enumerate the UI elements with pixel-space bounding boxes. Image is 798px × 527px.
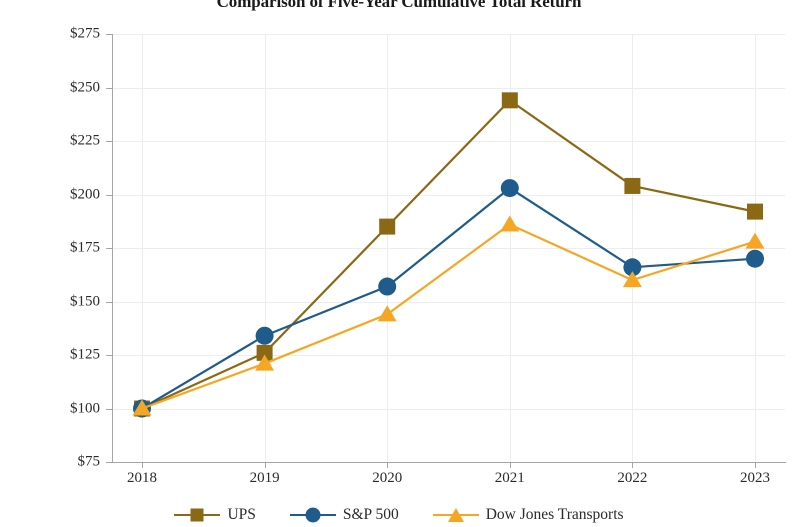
- legend-label: Dow Jones Transports: [485, 506, 624, 523]
- data-point-marker: [255, 326, 274, 345]
- y-axis-tick: [106, 194, 112, 196]
- circle-marker-icon: [305, 507, 321, 523]
- square-marker-icon: [190, 508, 204, 522]
- legend-label: UPS: [227, 506, 256, 523]
- x-axis-tick: [632, 462, 634, 468]
- x-axis-tick-label: 2023: [740, 470, 770, 486]
- triangle-marker-icon: [447, 508, 464, 522]
- gridline-horizontal: [112, 301, 785, 303]
- gridline-horizontal: [112, 34, 785, 35]
- gridline-vertical: [264, 34, 266, 462]
- x-axis-tick-label: 2021: [494, 470, 525, 486]
- y-axis-line: [112, 34, 113, 463]
- gridline-horizontal: [112, 194, 785, 196]
- legend-label: S&P 500: [342, 506, 399, 523]
- x-axis-tick: [142, 462, 143, 468]
- y-axis-tick-label: $275: [70, 25, 100, 42]
- gridline-horizontal: [112, 141, 785, 142]
- gridline-vertical: [142, 34, 143, 462]
- data-point-marker: [745, 232, 765, 249]
- x-axis-tick: [387, 462, 389, 468]
- series-s-p-500: [133, 179, 764, 418]
- y-axis-tick-label: $125: [70, 346, 100, 363]
- data-point-marker: [747, 203, 763, 220]
- data-point-marker: [379, 218, 396, 235]
- x-axis-tick: [755, 462, 756, 468]
- y-axis-tick: [106, 248, 112, 249]
- gridline-vertical: [387, 34, 389, 462]
- y-axis-tick-label: $150: [70, 293, 100, 309]
- data-point-marker: [624, 177, 641, 194]
- series-ups: [134, 92, 763, 417]
- y-axis-tick-label: $75: [77, 453, 101, 470]
- data-point-marker: [623, 258, 642, 277]
- y-axis-tick-label: $225: [70, 132, 100, 149]
- data-point-marker: [256, 344, 273, 361]
- x-axis-tick-label: 2020: [372, 470, 403, 486]
- y-axis-tick: [106, 301, 112, 303]
- legend-entry[interactable]: UPS: [174, 506, 256, 524]
- y-axis-tick: [106, 355, 112, 356]
- x-axis-tick: [509, 462, 511, 468]
- y-axis-tick-label: $200: [70, 186, 100, 202]
- legend-entry[interactable]: S&P 500: [289, 506, 399, 524]
- legend-swatch: [174, 506, 221, 524]
- gridline-horizontal: [112, 355, 785, 356]
- series-line: [141, 99, 756, 410]
- data-point-marker: [622, 271, 642, 288]
- legend-swatch: [289, 506, 336, 524]
- x-axis-tick-label: 2019: [249, 470, 280, 486]
- gridline-vertical: [632, 34, 634, 462]
- data-point-marker: [378, 277, 397, 296]
- y-axis-tick-label: $250: [70, 79, 100, 95]
- data-point-marker: [500, 179, 519, 198]
- data-point-marker: [746, 249, 764, 268]
- x-axis-tick-label: 2022: [617, 470, 648, 486]
- data-point-marker: [255, 354, 275, 371]
- legend-swatch: [432, 506, 479, 524]
- y-axis-tick-label: $100: [70, 400, 100, 416]
- data-point-marker: [500, 215, 520, 232]
- gridline-vertical: [509, 34, 511, 462]
- gridline-horizontal: [112, 408, 785, 410]
- y-axis-tick: [106, 34, 112, 35]
- gridline-horizontal: [112, 87, 785, 89]
- x-axis-line: [112, 462, 786, 463]
- y-axis-tick: [106, 87, 112, 89]
- x-axis-tick: [264, 462, 266, 468]
- chart-legend: UPS S&P 500 Dow Jones Transports: [0, 503, 798, 527]
- data-point-marker: [132, 399, 152, 416]
- y-axis-tick: [106, 141, 112, 142]
- y-axis-tick-label: $175: [70, 239, 100, 256]
- data-point-marker: [377, 305, 397, 322]
- y-axis-labels: $275 $250 $225 $200 $175 $150 $125 $100 $75: [0, 0, 100, 525]
- y-axis-tick: [106, 462, 112, 463]
- gridline-horizontal: [112, 248, 785, 249]
- y-axis-tick: [106, 408, 112, 410]
- x-axis-tick-label: 2018: [127, 470, 157, 486]
- data-point-marker: [501, 92, 518, 109]
- series-dow-jones-transports: [132, 215, 765, 416]
- chart-title: Comparison of Five-Year Cumulative Total…: [216, 0, 582, 11]
- series-line: [141, 223, 756, 410]
- series-line: [141, 186, 756, 410]
- legend-entry[interactable]: Dow Jones Transports: [432, 506, 624, 524]
